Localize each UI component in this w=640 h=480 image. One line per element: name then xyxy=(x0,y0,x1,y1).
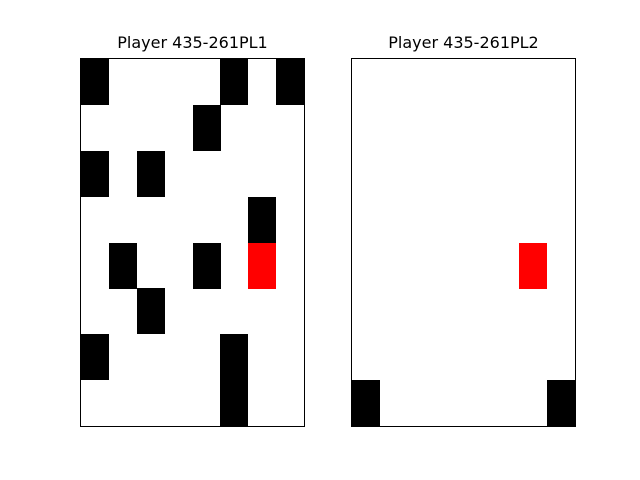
filled-cell xyxy=(136,150,165,197)
filled-cell xyxy=(547,380,576,427)
player2-board xyxy=(351,58,576,427)
filled-cell xyxy=(81,59,109,105)
player2-board-title: Player 435-261PL2 xyxy=(388,33,539,52)
filled-cell xyxy=(276,59,305,105)
filled-cell xyxy=(248,196,277,243)
player1-board-title: Player 435-261PL1 xyxy=(117,33,268,52)
filled-cell xyxy=(352,380,380,427)
highlighted-cell xyxy=(519,242,548,289)
filled-cell xyxy=(220,380,249,427)
filled-cell xyxy=(192,104,221,151)
highlighted-cell xyxy=(248,242,277,289)
player1-board xyxy=(80,58,305,427)
filled-cell xyxy=(136,288,165,335)
filled-cell xyxy=(220,59,249,105)
filled-cell xyxy=(81,334,109,381)
filled-cell xyxy=(81,150,109,197)
filled-cell xyxy=(192,242,221,289)
filled-cell xyxy=(220,334,249,381)
filled-cell xyxy=(108,242,137,289)
